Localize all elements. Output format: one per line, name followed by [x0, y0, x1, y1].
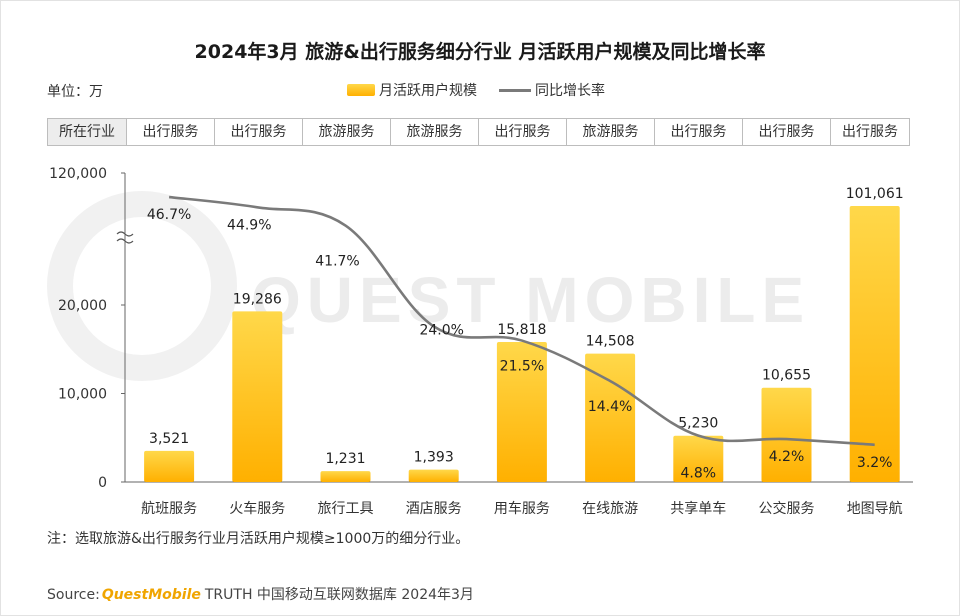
bar-value-label: 1,393 [414, 450, 454, 466]
x-tick-label: 火车服务 [229, 500, 285, 517]
bar-value-label: 5,230 [678, 416, 718, 432]
industry-cell: 旅游服务 [303, 119, 391, 145]
footnote: 注：选取旅游&出行服务行业月活跃用户规模≥1000万的细分行业。 [47, 531, 470, 547]
x-tick-label: 在线旅游 [582, 501, 638, 517]
bar-value-label: 10,655 [762, 368, 811, 384]
bar [585, 353, 636, 482]
axis-break-mark [116, 238, 134, 244]
industry-cell: 出行服务 [479, 119, 567, 145]
industry-cell: 出行服务 [842, 124, 898, 140]
bar [496, 342, 547, 482]
bar-value-label: 14,508 [586, 334, 635, 350]
bar-value-label: 101,061 [846, 186, 904, 202]
industry-row: 所在行业 出行服务 出行服务 旅游服务 旅游服务 出行服务 旅游服务 出行服务 … [47, 118, 910, 146]
legend-line-label: 同比增长率 [535, 83, 605, 99]
x-tick-label: 旅行工具 [318, 501, 374, 517]
bar [849, 206, 900, 482]
legend-line-swatch [499, 88, 531, 92]
bar [232, 311, 283, 482]
source-line: Source: QuestMobile TRUTH 中国移动互联网数据库 202… [47, 584, 474, 604]
chart-plot: 0 10,000 20,000 120,000 3,521 航班服务 19,286 火车服务 1… [49, 166, 913, 517]
bar [761, 387, 812, 482]
industry-cell: 旅游服务 [567, 119, 655, 145]
growth-rate-label: 24.0% [419, 322, 463, 338]
axis-break-mark [116, 231, 134, 237]
y-tick-label: 20,000 [58, 298, 107, 314]
watermark: QUEST MOBILE [251, 264, 811, 336]
growth-rate-label: 14.4% [588, 399, 632, 415]
industry-cell: 出行服务 [215, 119, 303, 145]
growth-rate-label: 41.7% [315, 254, 359, 270]
growth-rate-label: 4.8% [681, 466, 717, 482]
source-text: TRUTH 中国移动互联网数据库 2024年3月 [204, 587, 474, 603]
bar-value-label: 1,231 [325, 451, 365, 467]
source-prefix: Source: [47, 587, 100, 603]
y-tick-label: 10,000 [58, 387, 107, 403]
industry-cell: 出行服务 [743, 119, 831, 145]
x-tick-label: 酒店服务 [406, 501, 462, 517]
legend: 月活跃用户规模 同比增长率 [347, 80, 605, 100]
x-tick-label: 地图导航 [847, 501, 903, 517]
bar [408, 469, 459, 482]
bar-value-label: 3,521 [149, 431, 189, 447]
growth-rate-line [168, 195, 875, 447]
x-tick-label: 公交服务 [759, 500, 815, 517]
growth-rate-label: 44.9% [227, 217, 271, 233]
industry-cell: 旅游服务 [391, 119, 479, 145]
x-tick-label: 用车服务 [494, 500, 550, 517]
bar [673, 435, 724, 482]
unit-label: 单位：万 [47, 84, 103, 100]
legend-bar-swatch [347, 84, 375, 96]
growth-rate-label: 46.7% [147, 207, 191, 223]
growth-rate-label: 3.2% [857, 455, 893, 471]
y-tick-label: 120,000 [49, 166, 107, 182]
y-tick-label: 0 [98, 475, 107, 491]
industry-row-header: 所在行业 [48, 119, 127, 145]
growth-rate-label: 21.5% [500, 359, 544, 375]
growth-rate-label: 4.2% [769, 449, 805, 465]
chart-title: 2024年3月 旅游&出行服务细分行业 月活跃用户规模及同比增长率 [194, 41, 766, 63]
industry-cell: 出行服务 [655, 119, 743, 145]
x-tick-label: 航班服务 [141, 501, 197, 517]
bar [144, 450, 195, 482]
x-tick-label: 共享单车 [670, 500, 726, 517]
industry-cell: 出行服务 [127, 119, 215, 145]
bar-value-label: 15,818 [497, 322, 546, 338]
source-brand: QuestMobile [101, 587, 201, 603]
bar-value-label: 19,286 [233, 291, 282, 307]
bar [320, 471, 371, 482]
legend-bar-label: 月活跃用户规模 [379, 83, 477, 99]
